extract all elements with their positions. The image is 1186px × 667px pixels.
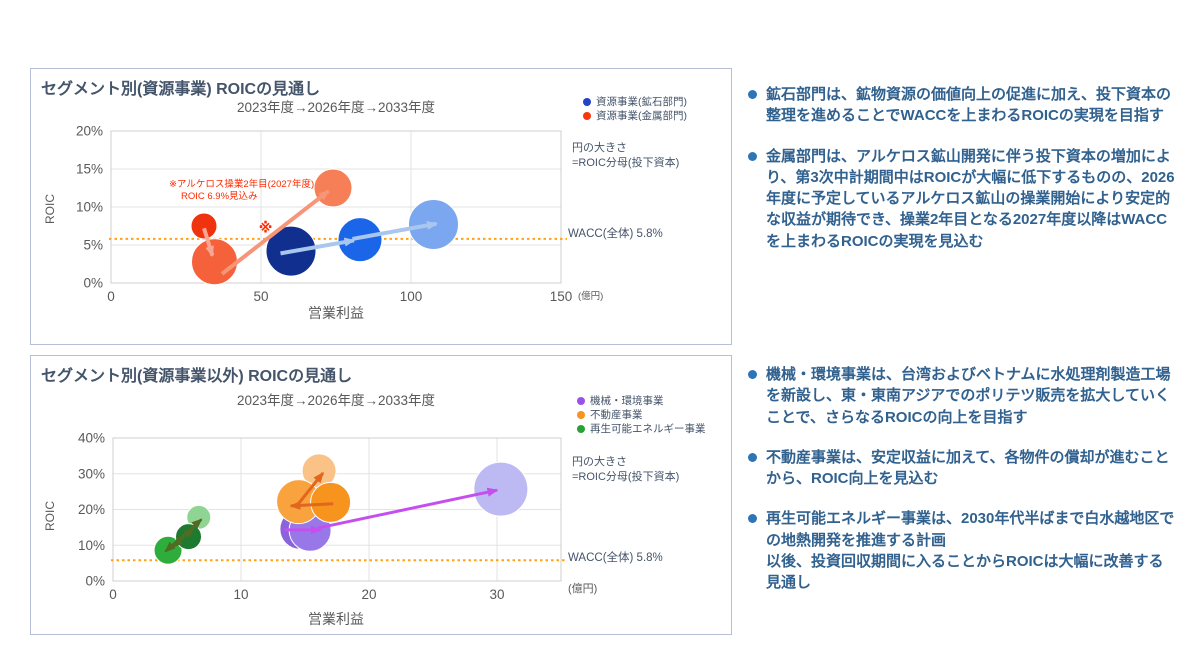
wacc-label: WACC(全体) 5.8%	[568, 552, 663, 564]
bullet-item-ore: 鉱石部門は、鉱物資源の価値向上の促進に加え、投下資本の整理を進めることでWACC…	[748, 84, 1178, 127]
bullet-dot	[748, 90, 757, 99]
svg-text:30: 30	[489, 587, 504, 602]
commentary-resources: 鉱石部門は、鉱物資源の価値向上の促進に加え、投下資本の整理を進めることでWACC…	[748, 84, 1178, 271]
bullet-dot	[748, 370, 757, 379]
bullet-text: 再生可能エネルギー事業は、2030年代半ばまで白水越地区での地熱開発を推進する計…	[766, 510, 1175, 592]
bullet-dot	[748, 151, 757, 161]
chart-subtitle: 2023年度→2026年度→2033年度	[236, 100, 436, 115]
annotation-line: ※アルケロス操業2年目(2027年度)	[169, 179, 315, 190]
bubble-size-note-line: =ROIC分母(投下資本)	[572, 157, 680, 169]
svg-text:40%: 40%	[78, 431, 105, 446]
legend-label: 資源事業(鉱石部門)	[596, 96, 687, 108]
bubble-size-note: 円の大きさ =ROIC分母(投下資本)	[572, 455, 679, 485]
legend-item: 機械・環境事業	[577, 394, 706, 408]
legend-label: 不動産事業	[590, 409, 643, 421]
bubble-size-note-line: 円の大きさ	[572, 142, 627, 154]
x-axis-unit: (億円)	[568, 583, 598, 595]
chart-panel-resources: ※ 0% 5% 10% 15% 20% 0 50 100 150 (億円) セグメント別(資源事業)…	[30, 68, 732, 345]
legend-item: 再生可能エネルギー事業	[577, 422, 706, 436]
legend-item: 資源事業(金属部門)	[583, 109, 687, 123]
svg-text:0%: 0%	[83, 276, 103, 291]
svg-text:20: 20	[361, 587, 376, 602]
legend-dot	[577, 411, 585, 419]
svg-text:0: 0	[107, 289, 115, 304]
legend-dot	[583, 98, 591, 106]
bullet-text: 不動産事業は、安定収益に加えて、各物件の償却が進むことから、ROIC向上を見込む	[766, 448, 1170, 488]
legend-dot	[583, 112, 591, 120]
svg-text:※: ※	[259, 220, 273, 236]
wacc-label: WACC(全体) 5.8%	[568, 228, 663, 240]
bullet-item-realestate: 不動産事業は、安定収益に加えて、各物件の償却が進むことから、ROIC向上を見込む	[748, 447, 1178, 490]
svg-text:20%: 20%	[78, 502, 105, 517]
bullet-item-renewable: 再生可能エネルギー事業は、2030年代半ばまで白水越地区での地熱開発を推進する計…	[748, 508, 1178, 593]
svg-text:150: 150	[550, 289, 573, 304]
svg-text:0: 0	[109, 587, 117, 602]
svg-text:50: 50	[253, 289, 268, 304]
bubble-size-note-line: =ROIC分母(投下資本)	[572, 471, 680, 483]
legend-dot	[577, 397, 585, 405]
legend-item: 資源事業(鉱石部門)	[583, 95, 687, 109]
bullet-dot	[748, 514, 757, 524]
bullet-item-machinery: 機械・環境事業は、台湾およびベトナムに水処理剤製造工場を新設し、東・東南アジアで…	[748, 364, 1178, 428]
legend-label: 再生可能エネルギー事業	[590, 423, 706, 435]
x-axis-label: 営業利益	[308, 611, 364, 627]
y-axis-label: ROIC	[43, 501, 57, 531]
chart-legend: 機械・環境事業 不動産事業再生可能エネルギー事業	[577, 394, 706, 436]
legend-item: 不動産事業	[577, 408, 706, 422]
svg-text:15%: 15%	[76, 162, 103, 177]
svg-text:100: 100	[400, 289, 423, 304]
annotation-line: ROIC 6.9%見込み	[181, 191, 258, 203]
commentary-non-resources: 機械・環境事業は、台湾およびベトナムに水処理剤製造工場を新設し、東・東南アジアで…	[748, 364, 1178, 613]
chart-title: セグメント別(資源事業) ROICの見通し	[41, 81, 321, 98]
bullet-dot	[748, 452, 757, 462]
svg-text:30%: 30%	[78, 466, 105, 481]
legend-label: 資源事業(金属部門)	[596, 110, 687, 122]
chart-title: セグメント別(資源事業以外) ROICの見通し	[41, 368, 353, 385]
bubble-chart-non-resources: 0% 10% 20% 30% 40% 0 10 20 30	[78, 431, 567, 602]
legend-label: 機械・環境事業	[590, 395, 664, 407]
chart-annotation: ※アルケロス操業2年目(2027年度) ROIC 6.9%見込み	[169, 179, 314, 204]
bullet-text: 金属部門は、アルケロス鉱山開発に伴う投下資本の増加により、第3次中計期間中はRO…	[766, 147, 1175, 250]
svg-text:20%: 20%	[76, 124, 103, 139]
svg-text:5%: 5%	[83, 238, 103, 253]
svg-text:10: 10	[233, 587, 248, 602]
chart-subtitle: 2023年度→2026年度→2033年度	[236, 393, 436, 408]
legend-dot	[577, 425, 585, 433]
chart-panel-non-resources: 0% 10% 20% 30% 40% 0 10 20 30 セグメント別(資源事業以外) ROI…	[30, 355, 732, 635]
svg-text:0%: 0%	[85, 574, 105, 589]
chart-legend: 資源事業(鉱石部門) 資源事業(金属部門)	[583, 95, 687, 123]
y-axis-label: ROIC	[43, 194, 57, 224]
bullet-text: 機械・環境事業は、台湾およびベトナムに水処理剤製造工場を新設し、東・東南アジアで…	[766, 366, 1171, 426]
bubble-size-note-line: 円の大きさ	[572, 456, 627, 468]
x-axis-label: 営業利益	[308, 305, 364, 321]
bullet-item-metal: 金属部門は、アルケロス鉱山開発に伴う投下資本の増加により、第3次中計期間中はRO…	[748, 146, 1178, 252]
svg-text:10%: 10%	[76, 200, 103, 215]
svg-text:(億円): (億円)	[578, 290, 603, 302]
bullet-text: 鉱石部門は、鉱物資源の価値向上の促進に加え、投下資本の整理を進めることでWACC…	[766, 86, 1172, 125]
bubble-size-note: 円の大きさ =ROIC分母(投下資本)	[572, 141, 679, 171]
svg-text:10%: 10%	[78, 538, 105, 553]
bubble-chart-resources: ※ 0% 5% 10% 15% 20% 0 50 100 150 (億円)	[76, 124, 603, 305]
